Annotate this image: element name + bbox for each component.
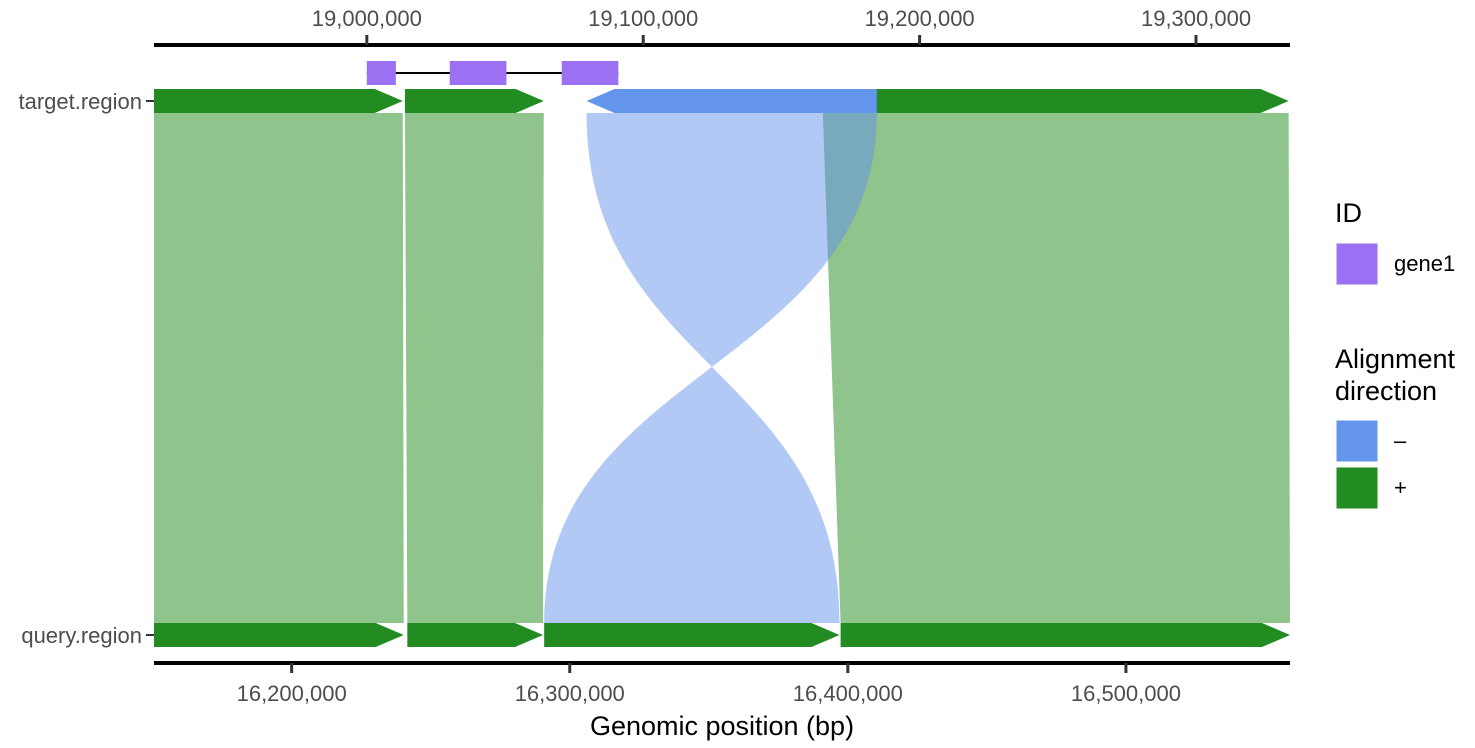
legend-plus-swatch [1335, 466, 1379, 510]
alignment-ribbon-4 [822, 113, 1290, 623]
query-segment-1 [154, 623, 404, 647]
target-segment-3 [586, 89, 823, 113]
alignment-ribbon-2 [404, 113, 544, 623]
legend-id-title: ID [1335, 198, 1362, 228]
target-axis-tick-label-2: 19,100,000 [588, 6, 698, 31]
gene-track [366, 61, 619, 85]
target-axis-tick-label-1: 19,000,000 [312, 6, 422, 31]
legend-plus-label: + [1394, 475, 1407, 500]
query-axis-tick-label-1: 16,200,000 [237, 681, 347, 706]
legend-minus-swatch [1335, 419, 1379, 463]
query-axis-ticks: 16,200,000 16,300,000 16,400,000 16,500,000 [237, 663, 1181, 706]
legend: ID gene1 Alignment direction – + [1335, 198, 1456, 510]
alignment-segments [154, 89, 1290, 647]
legend-direction-title-line2: direction [1335, 376, 1437, 406]
target-segment-2 [404, 89, 544, 113]
alignment-ribbons [154, 113, 1290, 623]
legend-minus-label: – [1394, 428, 1407, 453]
query-axis-tick-label-2: 16,300,000 [515, 681, 625, 706]
gene1-exon-1 [366, 61, 396, 85]
target-axis-tick-label-4: 19,300,000 [1141, 6, 1251, 31]
x-axis-title: Genomic position (bp) [590, 711, 854, 741]
query-row-label: query.region [21, 623, 142, 648]
alignment-ribbon-1 [154, 113, 404, 623]
query-axis-tick-label-3: 16,400,000 [793, 681, 903, 706]
query-axis-tick-label-4: 16,500,000 [1071, 681, 1181, 706]
target-segment-1 [154, 89, 403, 113]
legend-gene1-swatch [1335, 242, 1379, 286]
legend-direction-title-line1: Alignment [1335, 344, 1456, 374]
legend-gene1-label: gene1 [1394, 251, 1455, 276]
target-axis-ticks: 19,000,000 19,100,000 19,200,000 19,300,000 [312, 6, 1251, 45]
gene1-exon-2 [449, 61, 507, 85]
axes: 19,000,000 19,100,000 19,200,000 19,300,000… [18, 6, 1290, 741]
query-segment-3 [544, 623, 840, 647]
alignment-ribbon-3 [544, 113, 877, 623]
query-segment-4 [840, 623, 1290, 647]
gene1-exon-3 [561, 61, 619, 85]
target-segment-minus-overlap [822, 89, 877, 113]
target-row-label: target.region [18, 89, 142, 114]
query-segment-2 [407, 623, 544, 647]
target-segment-4 [822, 89, 1289, 113]
target-axis-tick-label-3: 19,200,000 [865, 6, 975, 31]
